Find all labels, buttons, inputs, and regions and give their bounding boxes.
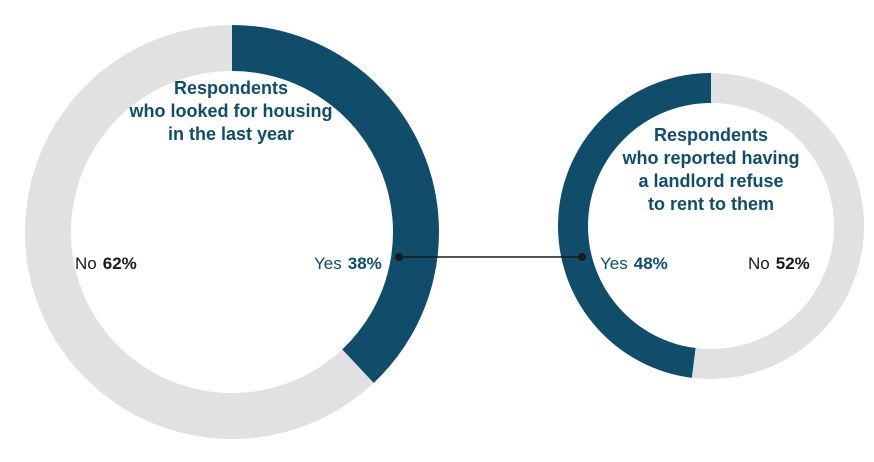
donut-0-slice-no (25, 25, 374, 439)
right-title-line-3: a landlord refuse (638, 171, 784, 191)
right-no-label: No 52% (748, 254, 810, 274)
left-title-line-1: Respondents (173, 78, 289, 98)
left-yes-label: Yes 38% (314, 254, 382, 274)
donut-0-slice-yes (231, 25, 439, 383)
right-title-line-1: Respondents (653, 125, 769, 145)
right-no-percent: 52% (775, 254, 810, 273)
left-title-line-2: who looked for housing (129, 101, 333, 121)
left-no-percent: 62% (102, 254, 137, 273)
left-yes-category: Yes (314, 254, 342, 273)
right-yes-category: Yes (600, 254, 628, 273)
right-title-line-4: to rent to them (647, 194, 774, 214)
left-no-label: No 62% (75, 254, 137, 274)
right-no-category: No (748, 254, 770, 273)
donut-1-slice-no (691, 73, 864, 379)
right-donut-title: Respondents who reported having a landlo… (622, 124, 799, 216)
donut-1-slice-yes (558, 73, 712, 378)
left-yes-percent: 38% (347, 254, 382, 273)
left-donut-title: Respondents who looked for housing in th… (130, 77, 333, 146)
connector-dot-0 (395, 253, 403, 261)
connector-dot-1 (578, 253, 586, 261)
left-title-line-3: in the last year (167, 124, 295, 144)
left-no-category: No (75, 254, 97, 273)
right-yes-label: Yes 48% (600, 254, 668, 274)
right-yes-percent: 48% (633, 254, 668, 273)
right-title-line-2: who reported having (622, 148, 800, 168)
